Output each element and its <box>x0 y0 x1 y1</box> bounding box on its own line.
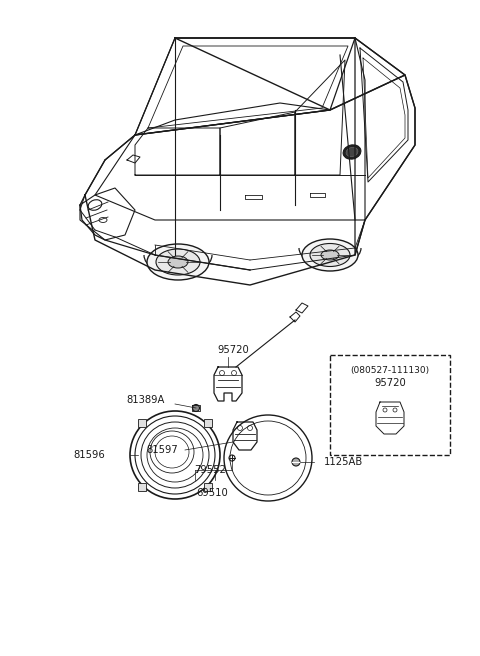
Ellipse shape <box>168 256 188 268</box>
Ellipse shape <box>346 148 358 157</box>
FancyBboxPatch shape <box>138 483 146 491</box>
Text: 81596: 81596 <box>73 450 105 460</box>
Ellipse shape <box>147 428 203 482</box>
Text: 1125AB: 1125AB <box>324 457 363 467</box>
Ellipse shape <box>147 244 209 280</box>
Ellipse shape <box>224 415 312 501</box>
Ellipse shape <box>310 243 350 266</box>
Text: 95720: 95720 <box>374 378 406 388</box>
Text: 81597: 81597 <box>146 445 178 455</box>
Ellipse shape <box>343 145 361 159</box>
Ellipse shape <box>156 249 200 275</box>
Ellipse shape <box>192 405 200 411</box>
Text: 79552: 79552 <box>194 465 226 475</box>
FancyBboxPatch shape <box>204 483 212 491</box>
Text: 81389A: 81389A <box>127 395 165 405</box>
Ellipse shape <box>292 458 300 466</box>
Ellipse shape <box>302 239 358 271</box>
Text: 95720: 95720 <box>217 345 249 355</box>
Text: (080527-111130): (080527-111130) <box>350 365 430 375</box>
Ellipse shape <box>321 250 339 260</box>
FancyBboxPatch shape <box>138 419 146 427</box>
Ellipse shape <box>130 411 220 499</box>
Text: 69510: 69510 <box>196 488 228 498</box>
FancyBboxPatch shape <box>204 419 212 427</box>
